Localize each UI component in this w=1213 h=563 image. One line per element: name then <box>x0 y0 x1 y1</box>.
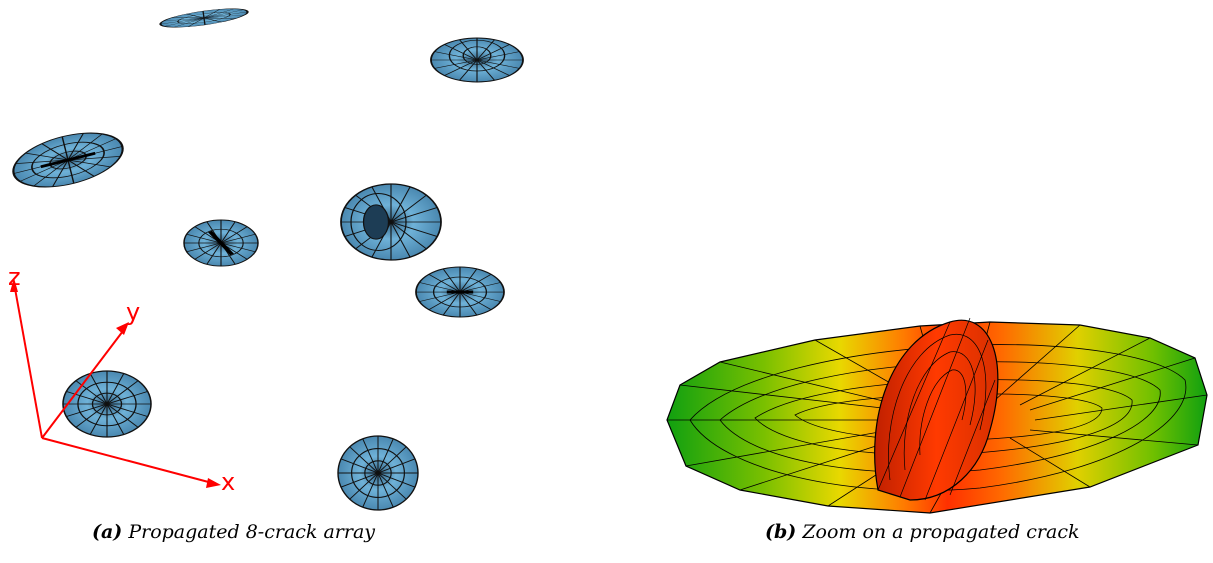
z-axis-label: z <box>8 263 21 291</box>
crack-8 <box>338 436 418 510</box>
y-axis <box>41 326 127 439</box>
coordinate-axes <box>10 278 221 488</box>
x-axis <box>41 437 217 485</box>
y-axis-label: y <box>126 298 140 326</box>
crack-4 <box>184 220 258 266</box>
crack-5 <box>341 184 441 260</box>
crack-2 <box>431 38 523 82</box>
caption-a-text: Propagated 8-crack array <box>128 521 376 543</box>
crack-array-plot: z y x <box>0 0 560 520</box>
caption-panel-a: (a) Propagated 8-crack array <box>92 521 375 543</box>
crack-zoom-plot <box>666 317 1208 514</box>
panel-a-crack-array: z y x <box>0 0 560 563</box>
z-axis <box>13 282 43 439</box>
caption-b-text: Zoom on a propagated crack <box>802 521 1080 543</box>
crack-3 <box>8 123 128 197</box>
crack-7 <box>63 371 151 437</box>
caption-panel-b: (b) Zoom on a propagated crack <box>765 521 1079 543</box>
x-axis-label: x <box>221 468 235 496</box>
caption-a-label: (a) <box>92 521 123 543</box>
crack-6 <box>416 267 504 317</box>
caption-b-label: (b) <box>765 521 797 543</box>
panel-b-crack-zoom <box>650 0 1213 563</box>
crack-ridge <box>874 317 999 501</box>
crack-1 <box>159 5 248 31</box>
